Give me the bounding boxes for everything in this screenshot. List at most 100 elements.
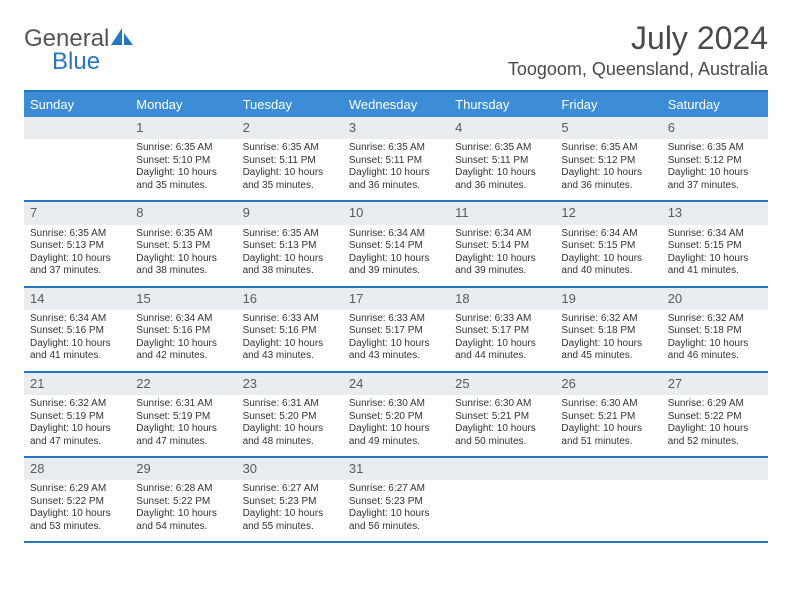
day-data: Sunrise: 6:35 AMSunset: 5:12 PMDaylight:… <box>555 139 661 200</box>
day-number: 18 <box>449 288 555 310</box>
day-data: Sunrise: 6:34 AMSunset: 5:14 PMDaylight:… <box>449 225 555 286</box>
day-number: 26 <box>555 373 661 395</box>
sunrise-line: Sunrise: 6:30 AM <box>561 398 655 411</box>
day-cell: 9Sunrise: 6:35 AMSunset: 5:13 PMDaylight… <box>237 201 343 286</box>
daylight-line-1: Daylight: 10 hours <box>30 423 124 436</box>
day-data: Sunrise: 6:34 AMSunset: 5:16 PMDaylight:… <box>130 310 236 371</box>
sunset-line: Sunset: 5:22 PM <box>668 411 762 424</box>
day-cell: 28Sunrise: 6:29 AMSunset: 5:22 PMDayligh… <box>24 457 130 542</box>
day-number <box>24 117 130 139</box>
daylight-line-2: and 43 minutes. <box>349 350 443 363</box>
day-cell: 17Sunrise: 6:33 AMSunset: 5:17 PMDayligh… <box>343 287 449 372</box>
sunset-line: Sunset: 5:16 PM <box>243 325 337 338</box>
daylight-line-1: Daylight: 10 hours <box>30 508 124 521</box>
day-cell: 13Sunrise: 6:34 AMSunset: 5:15 PMDayligh… <box>662 201 768 286</box>
daylight-line-1: Daylight: 10 hours <box>136 338 230 351</box>
daylight-line-1: Daylight: 10 hours <box>30 338 124 351</box>
day-cell: 18 Sunrise: 6:33 AMSunset: 5:17 PMDayligh… <box>449 287 555 372</box>
day-number: 4 <box>449 117 555 139</box>
sunset-line: Sunset: 5:15 PM <box>561 240 655 253</box>
sunset-line: Sunset: 5:19 PM <box>136 411 230 424</box>
day-number: 31 <box>343 458 449 480</box>
day-header-wed: Wednesday <box>343 91 449 117</box>
day-cell: 30Sunrise: 6:27 AMSunset: 5:23 PMDayligh… <box>237 457 343 542</box>
day-number <box>555 458 661 480</box>
logo: General Blue <box>24 28 133 74</box>
day-data: Sunrise: 6:31 AMSunset: 5:20 PMDaylight:… <box>237 395 343 456</box>
sunrise-line: Sunrise: 6:32 AM <box>561 313 655 326</box>
day-number: 2 <box>237 117 343 139</box>
sunrise-line: Sunrise: 6:35 AM <box>136 142 230 155</box>
sunrise-line: Sunrise: 6:29 AM <box>30 483 124 496</box>
day-cell: 16Sunrise: 6:33 AMSunset: 5:16 PMDayligh… <box>237 287 343 372</box>
day-header-thu: Thursday <box>449 91 555 117</box>
sunrise-line: Sunrise: 6:35 AM <box>668 142 762 155</box>
daylight-line-2: and 38 minutes. <box>243 265 337 278</box>
day-data <box>555 480 661 538</box>
sunset-line: Sunset: 5:12 PM <box>668 155 762 168</box>
day-cell: 10Sunrise: 6:34 AMSunset: 5:14 PMDayligh… <box>343 201 449 286</box>
daylight-line-2: and 41 minutes. <box>30 350 124 363</box>
daylight-line-1: Daylight: 10 hours <box>349 338 443 351</box>
day-number: 20 <box>662 288 768 310</box>
daylight-line-2: and 42 minutes. <box>136 350 230 363</box>
sunrise-line: Sunrise: 6:29 AM <box>668 398 762 411</box>
daylight-line-1: Daylight: 10 hours <box>243 253 337 266</box>
logo-text: General Blue <box>24 28 133 74</box>
day-cell: 20Sunrise: 6:32 AMSunset: 5:18 PMDayligh… <box>662 287 768 372</box>
day-header-fri: Friday <box>555 91 661 117</box>
sunset-line: Sunset: 5:21 PM <box>455 411 549 424</box>
day-number: 13 <box>662 202 768 224</box>
day-number: 10 <box>343 202 449 224</box>
sunset-line: Sunset: 5:17 PM <box>455 325 549 338</box>
sunset-line: Sunset: 5:16 PM <box>30 325 124 338</box>
day-data: Sunrise: 6:32 AMSunset: 5:18 PMDaylight:… <box>555 310 661 371</box>
day-number: 17 <box>343 288 449 310</box>
day-number <box>449 458 555 480</box>
day-cell: 6Sunrise: 6:35 AMSunset: 5:12 PMDaylight… <box>662 117 768 201</box>
day-cell: 1Sunrise: 6:35 AMSunset: 5:10 PMDaylight… <box>130 117 236 201</box>
sunrise-line: Sunrise: 6:34 AM <box>455 228 549 241</box>
daylight-line-1: Daylight: 10 hours <box>349 508 443 521</box>
day-data: Sunrise: 6:34 AMSunset: 5:15 PMDaylight:… <box>662 225 768 286</box>
daylight-line-2: and 56 minutes. <box>349 521 443 534</box>
day-data: Sunrise: 6:30 AMSunset: 5:20 PMDaylight:… <box>343 395 449 456</box>
day-cell: 14Sunrise: 6:34 AMSunset: 5:16 PMDayligh… <box>24 287 130 372</box>
daylight-line-1: Daylight: 10 hours <box>561 338 655 351</box>
day-number: 1 <box>130 117 236 139</box>
calendar-body: 1Sunrise: 6:35 AMSunset: 5:10 PMDaylight… <box>24 117 768 542</box>
sunset-line: Sunset: 5:20 PM <box>243 411 337 424</box>
calendar-table: Sunday Monday Tuesday Wednesday Thursday… <box>24 90 768 543</box>
day-cell: 22Sunrise: 6:31 AMSunset: 5:19 PMDayligh… <box>130 372 236 457</box>
sunrise-line: Sunrise: 6:33 AM <box>243 313 337 326</box>
daylight-line-2: and 49 minutes. <box>349 436 443 449</box>
daylight-line-2: and 36 minutes. <box>349 180 443 193</box>
day-number: 11 <box>449 202 555 224</box>
location-subtitle: Toogoom, Queensland, Australia <box>508 59 768 80</box>
sunset-line: Sunset: 5:22 PM <box>136 496 230 509</box>
sunrise-line: Sunrise: 6:32 AM <box>30 398 124 411</box>
day-cell: 12Sunrise: 6:34 AMSunset: 5:15 PMDayligh… <box>555 201 661 286</box>
daylight-line-1: Daylight: 10 hours <box>455 338 549 351</box>
sunrise-line: Sunrise: 6:34 AM <box>668 228 762 241</box>
day-number: 5 <box>555 117 661 139</box>
day-number: 25 <box>449 373 555 395</box>
sunrise-line: Sunrise: 6:27 AM <box>349 483 443 496</box>
daylight-line-1: Daylight: 10 hours <box>243 423 337 436</box>
daylight-line-1: Daylight: 10 hours <box>455 167 549 180</box>
day-cell: 19Sunrise: 6:32 AMSunset: 5:18 PMDayligh… <box>555 287 661 372</box>
daylight-line-1: Daylight: 10 hours <box>243 338 337 351</box>
day-data: Sunrise: 6:35 AMSunset: 5:11 PMDaylight:… <box>449 139 555 200</box>
daylight-line-1: Daylight: 10 hours <box>455 253 549 266</box>
sunset-line: Sunset: 5:13 PM <box>243 240 337 253</box>
day-data: Sunrise: 6:35 AMSunset: 5:13 PMDaylight:… <box>24 225 130 286</box>
daylight-line-1: Daylight: 10 hours <box>561 253 655 266</box>
sunrise-line: Sunrise: 6:34 AM <box>561 228 655 241</box>
daylight-line-2: and 44 minutes. <box>455 350 549 363</box>
empty-cell <box>555 457 661 542</box>
sunrise-line: Sunrise: 6:33 AM <box>455 313 549 326</box>
daylight-line-1: Daylight: 10 hours <box>136 508 230 521</box>
day-number: 24 <box>343 373 449 395</box>
day-number: 29 <box>130 458 236 480</box>
title-block: July 2024 Toogoom, Queensland, Australia <box>508 20 768 80</box>
